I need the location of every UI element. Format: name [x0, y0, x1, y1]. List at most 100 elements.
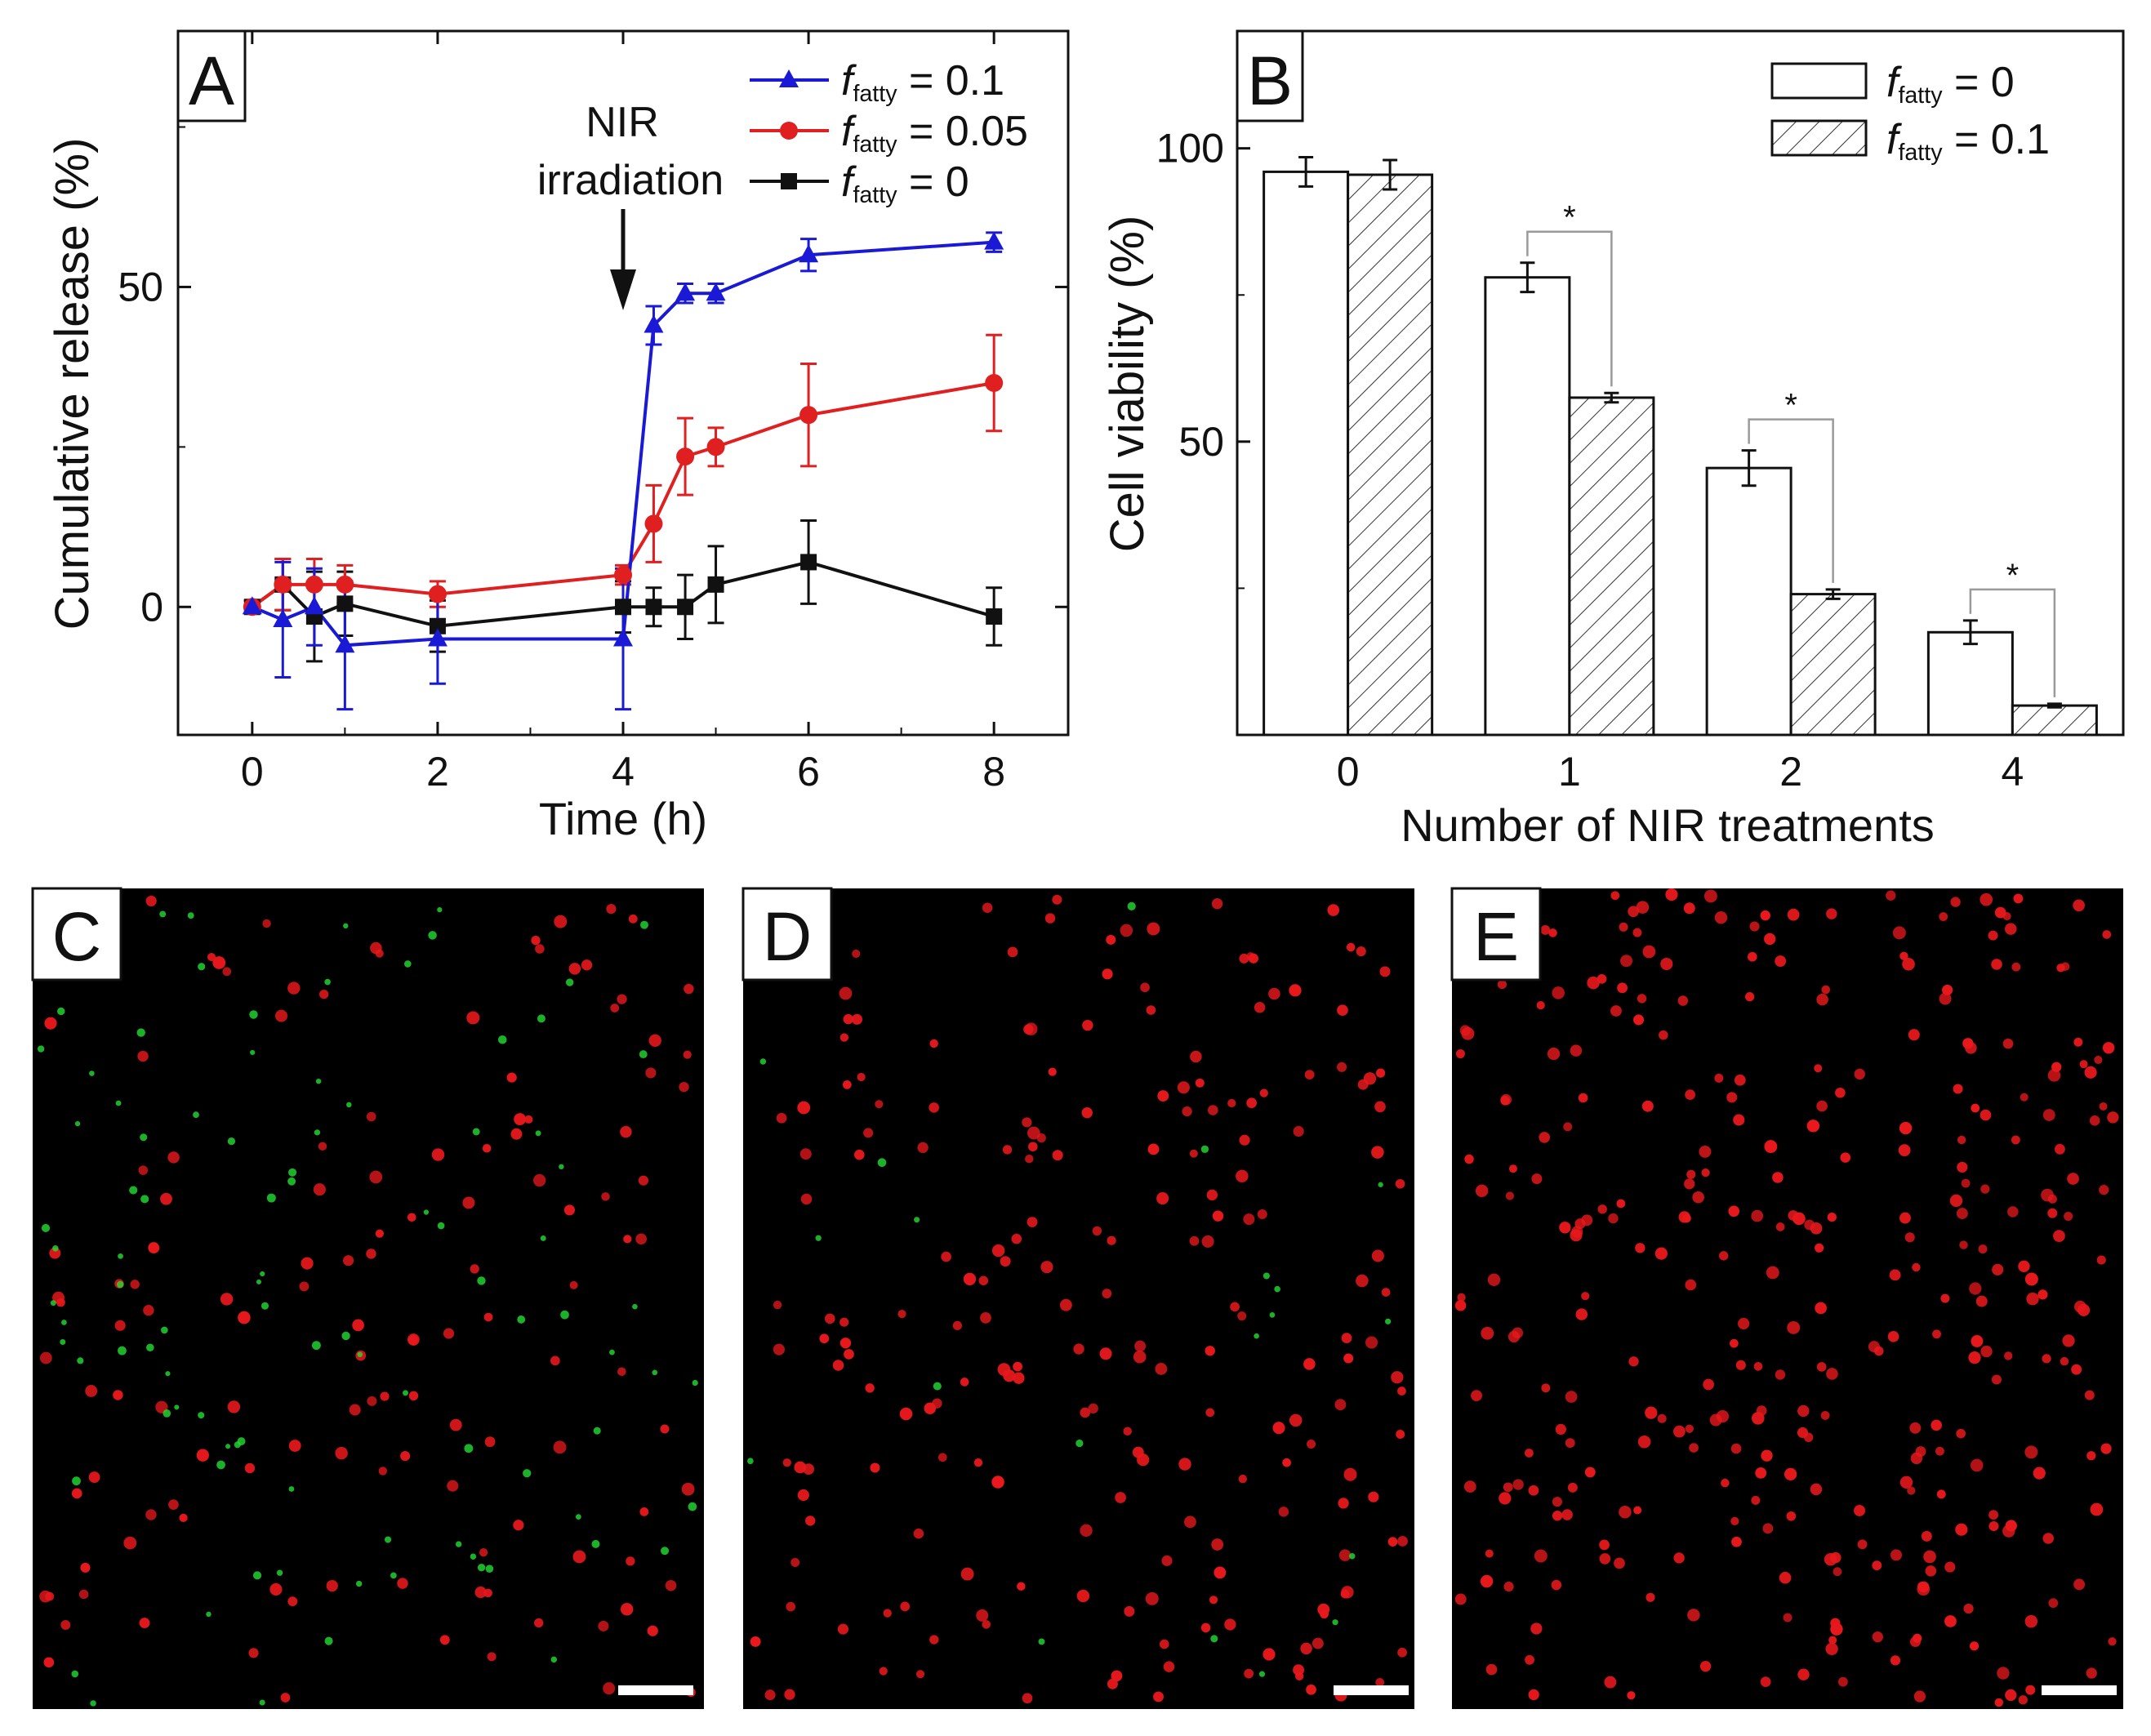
dead-cell — [1935, 1446, 1944, 1456]
dead-cell — [1464, 1154, 1474, 1164]
dead-cell — [1760, 910, 1770, 921]
dead-cell — [431, 1148, 445, 1161]
dead-cell — [1027, 1126, 1040, 1140]
live-cell — [60, 1339, 66, 1345]
dead-cell — [1239, 1134, 1250, 1146]
dead-cell — [1092, 1226, 1102, 1236]
dead-cell — [2107, 1111, 2119, 1124]
data-point-circle — [676, 447, 695, 466]
dead-cell — [1686, 1169, 1696, 1179]
dead-cell — [1485, 1549, 1494, 1558]
dead-cell — [1857, 1539, 1868, 1550]
dead-cell — [1734, 1074, 1746, 1086]
dead-cell — [1608, 1213, 1619, 1224]
dead-cell — [1907, 1486, 1916, 1495]
live-cell — [227, 1137, 236, 1146]
dead-cell — [1584, 1467, 1596, 1478]
dead-cell — [1950, 897, 1961, 907]
dead-cell — [1637, 1435, 1651, 1449]
dead-cell — [466, 1011, 480, 1025]
dead-cell — [80, 1562, 91, 1573]
dead-cell — [1088, 1403, 1098, 1414]
dead-cell — [1840, 1152, 1851, 1163]
dead-cell — [1804, 1219, 1815, 1231]
data-point-triangle — [304, 596, 324, 615]
dead-cell — [1797, 1404, 1810, 1418]
dead-cell — [1997, 1667, 2010, 1680]
dead-cell — [1988, 1520, 1999, 1532]
dead-cell — [1499, 1492, 1512, 1505]
dead-cell — [1890, 1655, 1901, 1666]
data-point-triangle — [644, 314, 664, 333]
data-point-triangle — [706, 283, 726, 301]
dead-cell — [484, 1436, 496, 1448]
legend-a-marker — [779, 69, 799, 87]
live-cell — [688, 1502, 697, 1511]
dead-cell — [1246, 1097, 1257, 1109]
chart-a-xtick-label: 6 — [797, 749, 820, 795]
dead-cell — [805, 1516, 816, 1526]
live-cell — [165, 1371, 171, 1377]
dead-cell — [1209, 1596, 1218, 1605]
dead-cell — [2004, 923, 2017, 935]
dead-cell — [1980, 1184, 1990, 1194]
dead-cell — [2053, 1230, 2065, 1243]
legend-a-marker — [780, 122, 798, 140]
dead-cell — [1475, 1184, 1489, 1198]
dead-cell — [262, 919, 271, 928]
live-cell — [89, 1071, 95, 1076]
live-cell — [159, 910, 167, 918]
dead-cell — [88, 1471, 100, 1483]
dead-cell — [1730, 1516, 1739, 1525]
live-cell — [198, 1412, 205, 1419]
live-cell — [71, 1670, 79, 1678]
dead-cell — [1189, 1149, 1198, 1158]
dead-cell — [1980, 892, 1993, 906]
dead-cell — [1980, 1109, 1992, 1121]
live-cell — [140, 1195, 149, 1204]
dead-cell — [1921, 1530, 1932, 1542]
live-cell — [815, 1235, 822, 1241]
dead-cell — [1949, 1194, 1963, 1208]
dead-cell — [1497, 979, 1507, 990]
significance-bracket — [1526, 230, 1613, 387]
live-cell — [575, 1514, 581, 1520]
dead-cell — [1744, 992, 1755, 1002]
live-cell — [1332, 1619, 1338, 1626]
dead-cell — [1617, 982, 1628, 994]
dead-cell — [137, 1050, 149, 1062]
dead-cell — [1657, 1413, 1667, 1423]
live-cell — [1378, 1182, 1383, 1187]
legend-a-label-sub: fatty — [853, 182, 897, 208]
dead-cell — [844, 1349, 854, 1360]
chart-a-ytick-label: 50 — [118, 264, 163, 309]
dead-cell — [1868, 1341, 1880, 1353]
dead-cell — [681, 1482, 695, 1496]
chart-a-markers — [242, 231, 1004, 653]
dead-cell — [196, 1449, 209, 1462]
dead-cell — [130, 1280, 140, 1289]
data-point-triangle — [799, 244, 819, 263]
legend-a-label: ffatty = 0.05 — [841, 108, 1028, 158]
nir-arrow-icon — [610, 209, 636, 310]
live-cell — [560, 1310, 569, 1320]
dead-cell — [645, 1067, 657, 1079]
dead-cell — [790, 1558, 800, 1567]
dead-cell — [1007, 946, 1018, 958]
dead-cell — [1343, 1467, 1357, 1481]
live-cell — [390, 1572, 397, 1579]
dead-cell — [514, 1113, 527, 1126]
dead-cell — [857, 1072, 866, 1082]
dead-cell — [1457, 1293, 1466, 1302]
dead-cell — [2005, 1520, 2017, 1532]
dead-cell — [2079, 1060, 2088, 1069]
dead-cell — [1334, 1399, 1347, 1411]
micrograph-e: E — [1450, 887, 2123, 1709]
dead-cell — [145, 1509, 157, 1520]
dead-cell — [1815, 1243, 1824, 1253]
live-cell — [523, 1469, 532, 1478]
dead-cell — [932, 1398, 942, 1409]
dead-cell — [1147, 1143, 1160, 1155]
